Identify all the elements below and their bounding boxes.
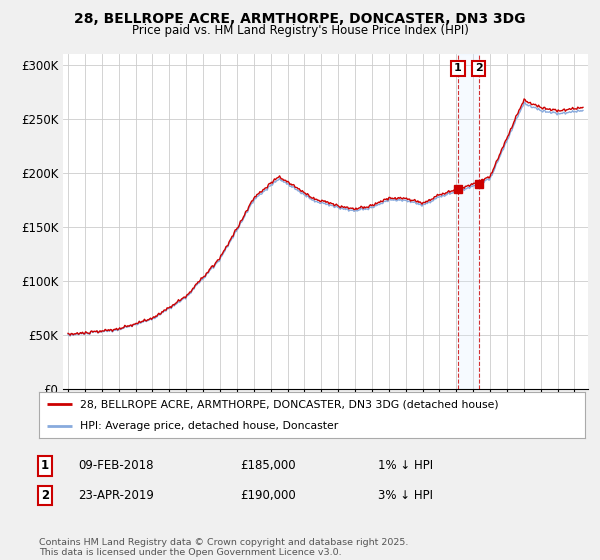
- Text: Price paid vs. HM Land Registry's House Price Index (HPI): Price paid vs. HM Land Registry's House …: [131, 24, 469, 36]
- Text: 28, BELLROPE ACRE, ARMTHORPE, DONCASTER, DN3 3DG: 28, BELLROPE ACRE, ARMTHORPE, DONCASTER,…: [74, 12, 526, 26]
- Text: 1: 1: [454, 63, 462, 73]
- Text: Contains HM Land Registry data © Crown copyright and database right 2025.
This d: Contains HM Land Registry data © Crown c…: [39, 538, 409, 557]
- Text: 09-FEB-2018: 09-FEB-2018: [78, 459, 154, 473]
- Text: 2: 2: [41, 489, 49, 502]
- Text: £185,000: £185,000: [240, 459, 296, 473]
- Text: 1: 1: [41, 459, 49, 473]
- Text: £190,000: £190,000: [240, 489, 296, 502]
- Text: 28, BELLROPE ACRE, ARMTHORPE, DONCASTER, DN3 3DG (detached house): 28, BELLROPE ACRE, ARMTHORPE, DONCASTER,…: [80, 399, 499, 409]
- Text: 3% ↓ HPI: 3% ↓ HPI: [378, 489, 433, 502]
- Text: 1% ↓ HPI: 1% ↓ HPI: [378, 459, 433, 473]
- Bar: [458, 54, 479, 389]
- Text: 23-APR-2019: 23-APR-2019: [78, 489, 154, 502]
- Text: HPI: Average price, detached house, Doncaster: HPI: Average price, detached house, Donc…: [80, 421, 338, 431]
- Text: 2: 2: [475, 63, 482, 73]
